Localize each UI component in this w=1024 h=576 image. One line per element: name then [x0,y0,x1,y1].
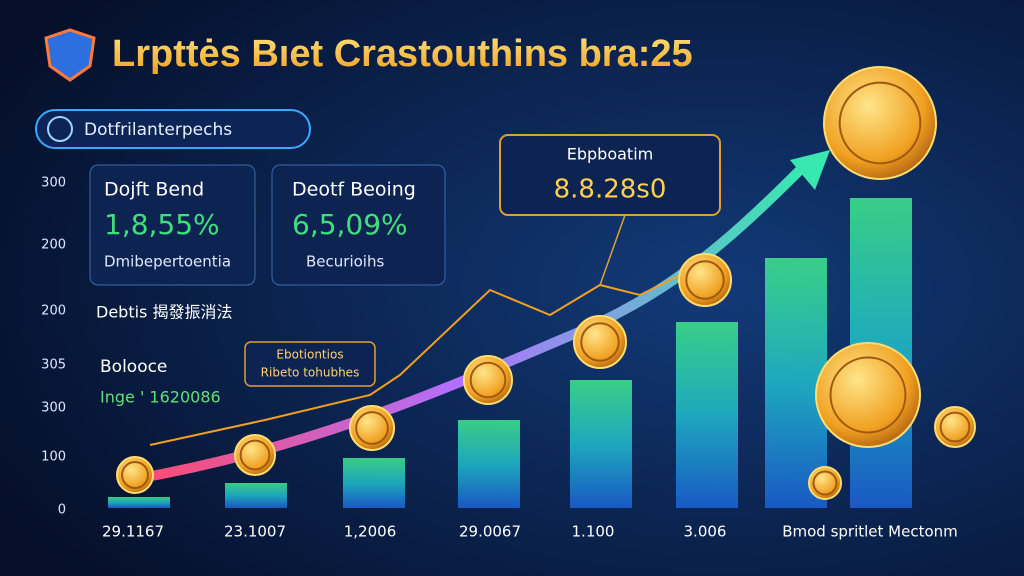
card-value: 1,8,55% [104,208,220,241]
coin-rim [239,439,271,471]
logo [44,28,96,82]
coins [116,66,976,500]
y-axis-label: 200 [41,238,66,253]
card-caption: Dmibepertoentia [104,253,231,271]
bar [108,497,170,508]
y-axis-label: 0 [58,503,66,518]
x-axis-label: Bmod spritlet Mectonm [782,523,958,541]
bar [570,380,632,508]
bars [108,198,912,508]
bar [225,483,287,508]
coin [815,342,921,448]
note-detail: Inge ' 1620086 [100,388,221,407]
y-axis-labels: 300 200 200 305 300 100 0 [41,176,66,518]
card-title: Deotf Beoing [292,179,416,201]
title: Lrpttės Bıet Crastouthins bra:25 [112,33,693,75]
coin-rim [838,81,922,165]
callout-value: 8.8.28s0 [554,175,667,205]
coin-rim [685,260,725,300]
arrow-head [790,150,830,190]
coin-rim [939,411,971,443]
note-heading: Debtis 揭發振消法 [96,303,232,322]
y-axis-label: 200 [41,304,66,319]
coin-rim [829,356,907,434]
badge [35,109,311,149]
callout [499,134,721,216]
badge-label: Dotfrilanterpechs [84,120,232,140]
x-axis-label: 1.100 [572,523,615,541]
callout-title: Ebotiontios [276,348,343,362]
x-axis-label: 29.1167 [102,523,164,541]
callout-title: Ebpboatim [567,145,653,164]
card [89,164,256,286]
callout [244,341,376,387]
y-axis-label: 305 [41,358,66,373]
y-axis-label: 300 [41,176,66,191]
card-value: 6,5,09% [292,208,408,241]
bar [458,420,520,508]
card-title: Dojft Bend [104,179,204,201]
x-axis-label: 1,2006 [344,523,397,541]
note-label: Bolooce [100,357,167,377]
bar [676,322,738,508]
coin [823,66,937,180]
line [149,264,701,446]
lock-icon [47,116,73,142]
y-axis-label: 100 [41,450,66,465]
coin-rim [469,361,507,399]
coin-rim [355,411,389,445]
x-axis-labels: 29.1167 23.1007 1,2006 29.0067 1.100 3.006 Bmo… [102,523,958,541]
x-axis-label: 3.006 [684,523,727,541]
bar [343,458,405,508]
callout-value: Ribeto tohubhes [261,366,360,380]
x-axis-label: 29.0067 [459,523,521,541]
y-axis-label: 300 [41,401,66,416]
coin-rim [580,322,620,362]
coin-rim [121,461,149,489]
coin-rim [812,470,838,496]
card-caption: Becurioihs [306,253,384,271]
callout-pointer [599,214,626,286]
x-axis-label: 23.1007 [224,523,286,541]
card [271,164,446,286]
